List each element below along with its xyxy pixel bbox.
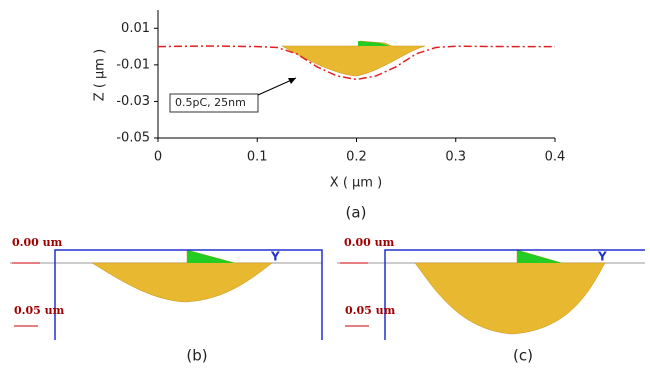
y-tick-label: -0.03	[116, 94, 150, 109]
figure: 0.5pC, 25nm X ( μm ) Z ( μm ) (a) 0.00 u…	[0, 0, 650, 371]
y-tick-label: -0.01	[116, 57, 150, 72]
top-label: 0.00 um	[12, 236, 63, 249]
caption: (b)	[186, 347, 207, 365]
annotation: 0.5pC, 25nm	[175, 96, 246, 109]
caption: (a)	[346, 204, 367, 222]
x-tick-label: 0	[154, 150, 162, 165]
x-tick-label: 0.4	[545, 150, 566, 165]
x-tick-label: 0.2	[346, 150, 367, 165]
panel: 0.00 um 0.05 um Y (c)	[337, 236, 645, 365]
x-tick-label: 0.1	[247, 150, 268, 165]
crater	[92, 250, 272, 302]
x-tick-label: 0.3	[445, 150, 466, 165]
panel: 0.00 um 0.05 um Y (b)	[10, 236, 322, 365]
axis-label: Y	[270, 250, 280, 264]
x-axis-label: X ( μm )	[330, 176, 382, 191]
top-label: 0.00 um	[344, 236, 395, 249]
scale-label: 0.05 um	[14, 304, 65, 317]
caption: (c)	[513, 347, 533, 365]
axis-label: Y	[597, 250, 607, 264]
scale-label: 0.05 um	[345, 304, 396, 317]
y-tick-label: 0.01	[121, 21, 150, 36]
y-axis-label: Z ( μm )	[93, 49, 108, 101]
y-tick-label: -0.05	[116, 131, 150, 146]
